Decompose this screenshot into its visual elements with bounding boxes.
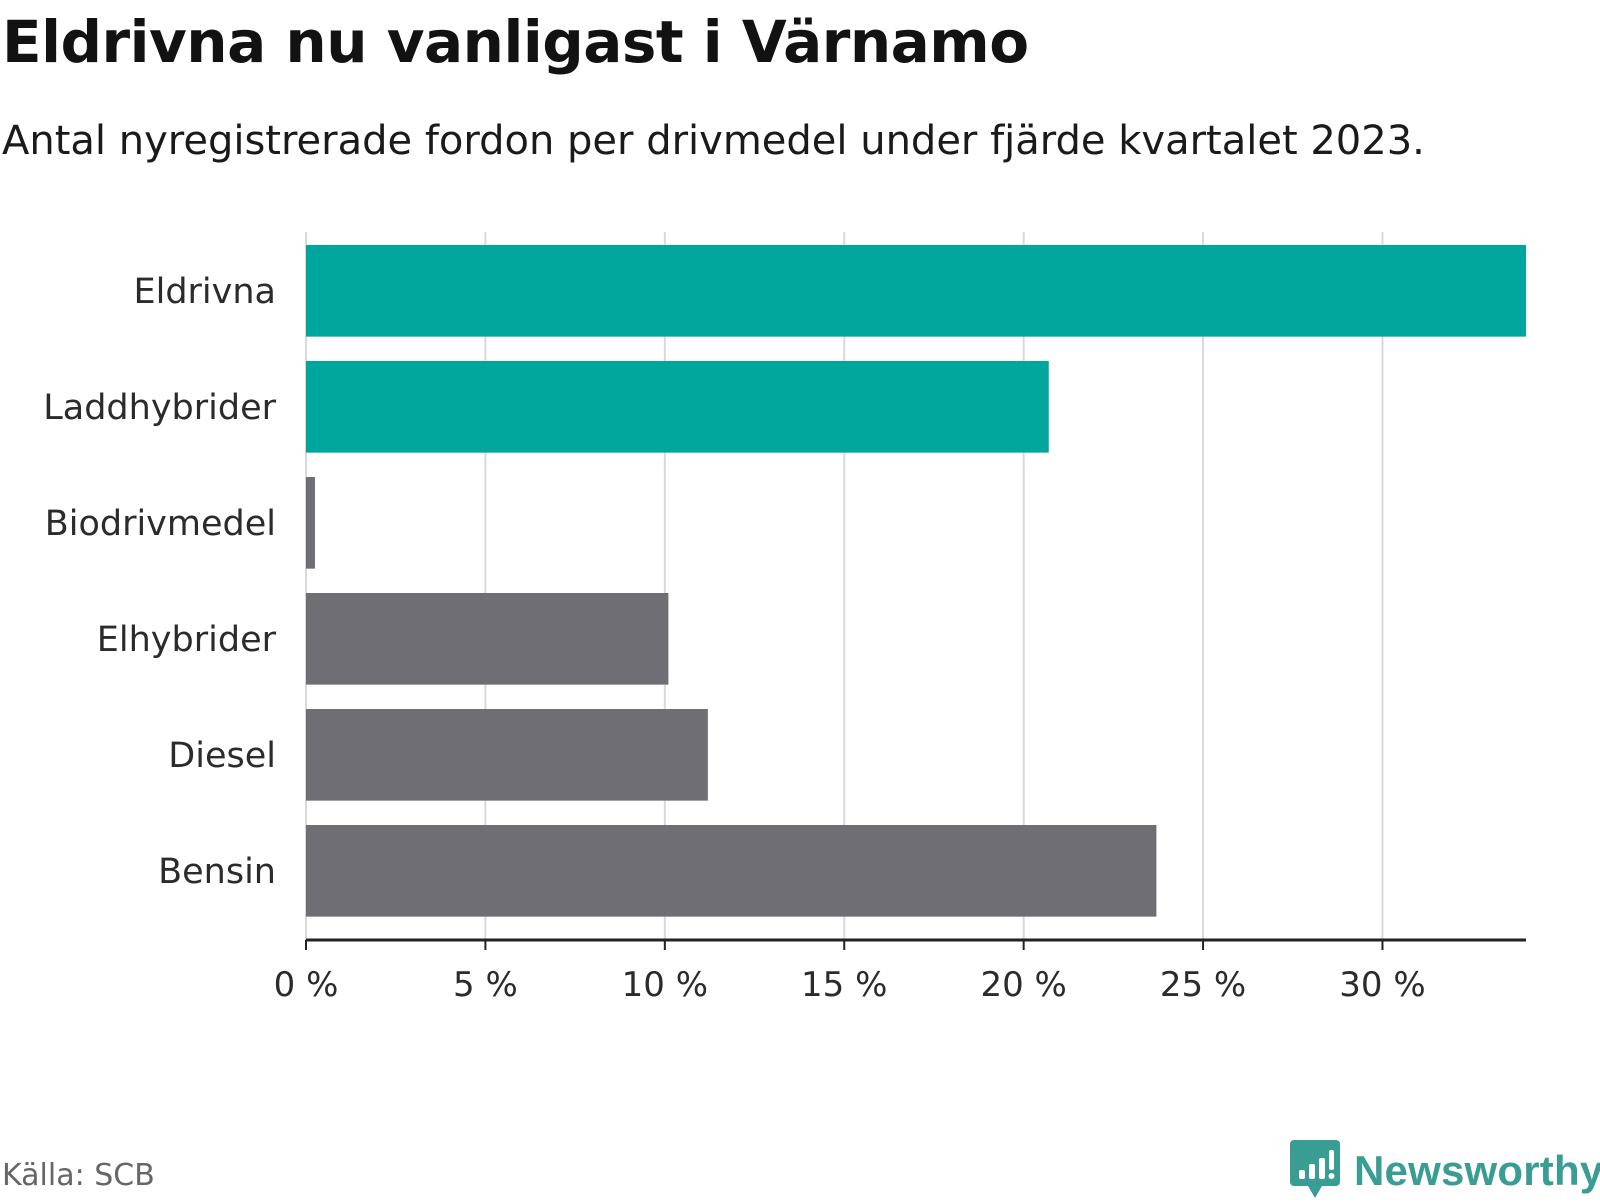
x-tick-label-0: 0 % bbox=[274, 965, 339, 1005]
bar-biodrivmedel bbox=[306, 477, 315, 569]
category-label-bensin: Bensin bbox=[158, 852, 276, 892]
chart-title: Eldrivna nu vanligast i Värnamo bbox=[2, 8, 1029, 76]
bar-chart: Eldrivna Laddhybrider Biodrivmedel Elhybrid… bbox=[43, 232, 1526, 1005]
category-label-diesel: Diesel bbox=[168, 736, 276, 776]
bars bbox=[306, 245, 1526, 917]
bar-diesel bbox=[306, 709, 708, 801]
x-tick-label-20: 20 % bbox=[980, 965, 1066, 1005]
x-tick-label-5: 5 % bbox=[453, 965, 518, 1005]
newsworthy-logo: Newsworthy bbox=[1290, 1140, 1600, 1202]
x-tick-label-15: 15 % bbox=[801, 965, 887, 1005]
x-axis: 0 % 5 % 10 % 15 % 20 % 25 % 30 % bbox=[274, 938, 1526, 1005]
category-label-elhybrider: Elhybrider bbox=[97, 620, 277, 660]
grid-lines bbox=[305, 232, 1384, 940]
x-tick-label-10: 10 % bbox=[622, 965, 708, 1005]
bar-laddhybrider bbox=[306, 361, 1049, 453]
brand-name: Newsworthy bbox=[1354, 1147, 1600, 1194]
category-label-laddhybrider: Laddhybrider bbox=[43, 388, 276, 428]
source-note: Källa: SCB bbox=[2, 1158, 155, 1193]
x-tick-label-30: 30 % bbox=[1339, 965, 1425, 1005]
x-tick-label-25: 25 % bbox=[1160, 965, 1246, 1005]
category-label-eldrivna: Eldrivna bbox=[133, 272, 276, 312]
newsworthy-chart-icon bbox=[1290, 1140, 1340, 1198]
category-labels: Eldrivna Laddhybrider Biodrivmedel Elhybrid… bbox=[43, 272, 276, 892]
bar-eldrivna bbox=[306, 245, 1526, 337]
category-label-biodrivmedel: Biodrivmedel bbox=[45, 504, 276, 544]
chart-subtitle: Antal nyregistrerade fordon per drivmede… bbox=[2, 118, 1425, 164]
bar-elhybrider bbox=[306, 593, 669, 685]
bar-bensin bbox=[306, 825, 1157, 917]
